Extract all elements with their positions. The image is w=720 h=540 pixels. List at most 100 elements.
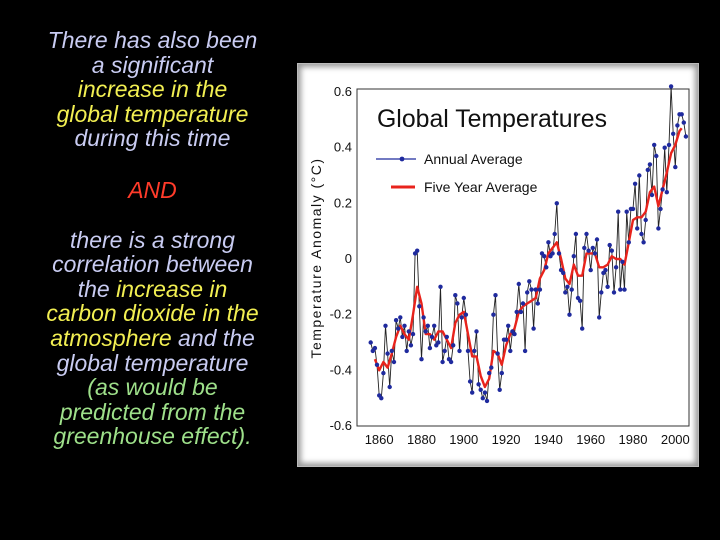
y-tick-label: 0 [345,251,352,266]
annual-average-point [448,359,454,365]
annual-average-point [402,323,407,328]
body-line-segment: greenhouse effect). [53,423,252,450]
annual-average-point [544,265,549,270]
annual-average-point [645,167,650,173]
annual-average-point [440,359,445,365]
annual-average-point [594,237,600,242]
body-line-segment: there is a strong [70,226,235,253]
annual-average-point [516,281,521,287]
annual-average-point [465,348,471,354]
annual-average-point [423,329,428,334]
annual-average-point [396,326,401,331]
annual-average-point [626,240,631,245]
annual-average-point [656,226,661,231]
annual-average-point [556,251,562,256]
x-tick-label: 1940 [534,432,563,447]
annual-average-point [451,343,456,348]
y-tick-label: -0.2 [330,307,352,322]
annual-average-point [398,315,403,320]
annual-average-point [425,323,430,328]
annual-average-point [476,382,481,387]
annual-average-point [654,153,659,159]
annual-average-point [436,340,441,345]
body-line: greenhouse effect). [10,424,295,449]
annual-average-point [442,348,447,354]
y-tick-label: 0.6 [334,84,352,99]
annual-average-point [499,370,504,376]
annual-average-point [592,251,598,256]
annual-average-point [630,206,636,212]
annual-average-point [664,190,669,195]
body-line: atmosphere and the [10,326,295,351]
annual-average-point [459,315,464,320]
y-tick-label: -0.4 [330,362,352,377]
body-line-segment: atmosphere [50,324,172,351]
annual-average-point [563,290,568,295]
annual-average-point [533,287,538,292]
annual-average-point [381,370,386,376]
intro-line: global temperature [56,100,249,127]
annual-average-point [389,348,394,354]
annual-average-point [624,209,629,214]
annual-average-point [590,245,595,251]
body-line: the increase in [10,276,295,302]
annual-average-point [493,293,498,298]
annual-average-point [679,112,684,117]
x-tick-labels: 1860 1880 1900 1920 1940 1960 1980 2000 [365,432,690,447]
global-temperatures-chart: 1860 1880 1900 1920 1940 1960 1980 2000 0.60.40… [308,84,690,447]
annual-average-point [662,145,667,150]
annual-average-point [408,343,414,348]
annual-average-point [482,390,488,395]
annual-average-point [514,309,519,315]
annual-average-point [588,267,593,273]
annual-average-point [484,398,490,404]
annual-average-point [550,251,555,256]
annual-average-point [569,287,574,292]
annual-average-point [622,287,627,292]
annual-average-point [455,301,460,306]
annual-average-point [518,309,524,315]
annual-average-point [565,284,570,289]
annual-average-point [529,287,534,292]
annual-average-point [652,142,657,148]
and-connector: AND [128,176,177,203]
annual-average-point [406,329,411,334]
annual-average-point [571,254,576,259]
annual-average-point [671,131,676,136]
annual-average-point [683,134,689,139]
annual-average-point [597,315,602,320]
body-line: predicted from the [10,398,295,425]
annual-average-point [487,370,492,376]
annual-average-point [438,284,443,289]
annual-average-point [584,231,589,237]
annual-average-point [586,248,591,253]
annual-average-point [647,162,653,167]
annual-average-point [554,201,559,206]
annual-average-point [489,365,494,370]
annual-average-point [495,351,500,356]
annual-average-point [675,123,680,128]
plot-area [356,88,690,427]
x-tick-label: 1960 [576,432,605,447]
annual-average-point [374,362,380,367]
annual-average-point [537,287,543,292]
annual-average-point [673,164,678,170]
annual-average-point [415,248,420,253]
annual-average-point [552,231,557,237]
annual-average-point [649,192,655,198]
body-line-segment: and the [171,324,255,351]
annual-average-point [542,254,547,259]
annual-average-point [580,326,585,331]
annual-average-point [525,290,530,295]
annual-average-point [503,337,509,342]
annual-average-point [393,318,399,323]
body-line-segment: predicted from the [59,398,246,425]
annual-average-point [561,270,566,276]
y-axis-label: Temperature Anomaly (°C) [308,157,324,358]
body-line-segment: carbon dioxide in the [46,300,259,327]
annual-average-point [546,240,551,245]
intro-line: a significant [91,51,214,78]
annual-average-point [613,265,619,270]
annual-average-point [404,348,409,354]
annual-average-point [379,396,384,401]
